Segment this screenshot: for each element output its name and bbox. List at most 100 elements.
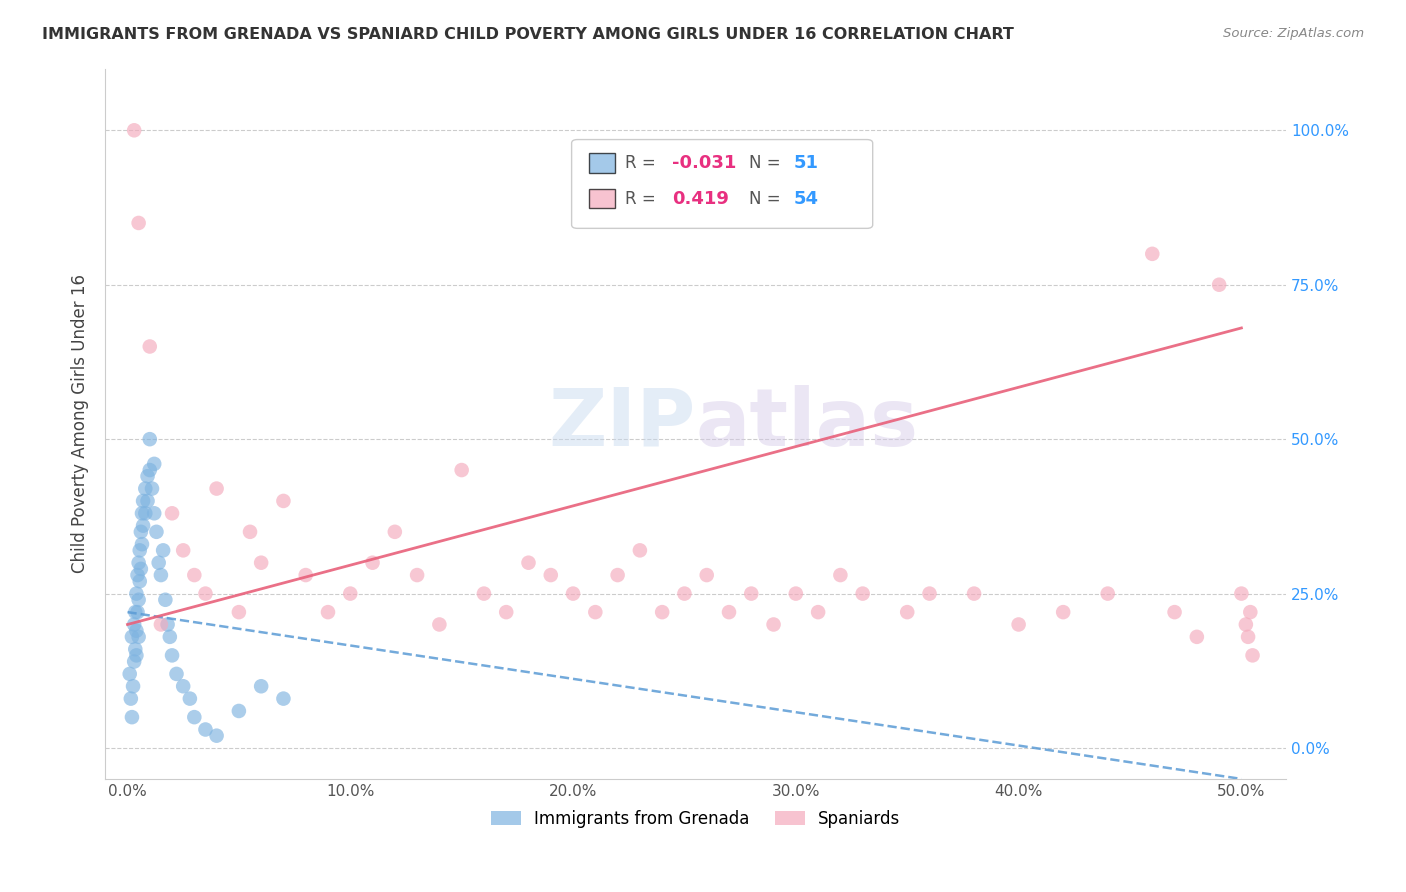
- Point: [139, 339, 162, 353]
- Point: [183, 568, 205, 582]
- Point: [128, 630, 150, 644]
- Point: [160, 648, 183, 663]
- Point: [1185, 630, 1208, 644]
- Point: [1234, 617, 1257, 632]
- Text: IMMIGRANTS FROM GRENADA VS SPANIARD CHILD POVERTY AMONG GIRLS UNDER 16 CORRELATI: IMMIGRANTS FROM GRENADA VS SPANIARD CHIL…: [42, 27, 1014, 42]
- Point: [429, 617, 451, 632]
- Point: [139, 432, 162, 446]
- Point: [127, 568, 149, 582]
- Text: Source: ZipAtlas.com: Source: ZipAtlas.com: [1223, 27, 1364, 40]
- Point: [122, 617, 145, 632]
- Point: [1230, 586, 1253, 600]
- Point: [273, 691, 295, 706]
- Text: N =: N =: [749, 154, 786, 172]
- Text: N =: N =: [749, 189, 786, 208]
- Point: [205, 482, 228, 496]
- Point: [124, 605, 146, 619]
- Point: [159, 630, 181, 644]
- Point: [540, 568, 562, 582]
- Point: [1007, 617, 1029, 632]
- Point: [228, 704, 250, 718]
- Point: [896, 605, 918, 619]
- Point: [852, 586, 875, 600]
- Point: [131, 506, 153, 520]
- Point: [517, 556, 540, 570]
- Text: R =: R =: [624, 154, 661, 172]
- Point: [128, 556, 150, 570]
- Point: [128, 574, 150, 589]
- Y-axis label: Child Poverty Among Girls Under 16: Child Poverty Among Girls Under 16: [72, 274, 89, 574]
- Point: [143, 506, 166, 520]
- Point: [1163, 605, 1185, 619]
- Point: [121, 630, 143, 644]
- Point: [145, 524, 167, 539]
- Point: [124, 642, 146, 657]
- Text: 51: 51: [793, 154, 818, 172]
- Point: [696, 568, 718, 582]
- Point: [166, 666, 188, 681]
- Point: [228, 605, 250, 619]
- Point: [134, 506, 156, 520]
- Point: [740, 586, 762, 600]
- Text: atlas: atlas: [696, 384, 918, 463]
- Point: [118, 666, 141, 681]
- Point: [1239, 605, 1261, 619]
- Point: [651, 605, 673, 619]
- Point: [179, 691, 201, 706]
- Text: R =: R =: [624, 189, 661, 208]
- Point: [294, 568, 316, 582]
- Point: [628, 543, 651, 558]
- Point: [149, 568, 172, 582]
- Point: [1097, 586, 1119, 600]
- Point: [129, 562, 152, 576]
- Point: [1237, 630, 1260, 644]
- Point: [194, 586, 217, 600]
- FancyBboxPatch shape: [572, 139, 873, 228]
- Point: [963, 586, 986, 600]
- Point: [132, 494, 155, 508]
- Point: [194, 723, 217, 737]
- Point: [807, 605, 830, 619]
- Point: [250, 679, 273, 693]
- Point: [132, 518, 155, 533]
- Point: [339, 586, 361, 600]
- Point: [125, 624, 148, 638]
- Point: [172, 679, 194, 693]
- Point: [127, 605, 149, 619]
- Point: [384, 524, 406, 539]
- Point: [141, 482, 163, 496]
- Point: [128, 543, 150, 558]
- Point: [125, 648, 148, 663]
- Point: [155, 592, 177, 607]
- Point: [122, 123, 145, 137]
- Point: [406, 568, 429, 582]
- Point: [136, 494, 159, 508]
- Point: [128, 216, 150, 230]
- Point: [918, 586, 941, 600]
- Point: [128, 592, 150, 607]
- Text: -0.031: -0.031: [672, 154, 737, 172]
- Point: [583, 605, 606, 619]
- Point: [129, 524, 152, 539]
- Point: [1241, 648, 1264, 663]
- Point: [717, 605, 740, 619]
- Point: [121, 710, 143, 724]
- Point: [143, 457, 166, 471]
- Point: [139, 463, 162, 477]
- Point: [239, 524, 262, 539]
- Text: ZIP: ZIP: [548, 384, 696, 463]
- FancyBboxPatch shape: [589, 188, 616, 209]
- Point: [562, 586, 585, 600]
- Point: [361, 556, 384, 570]
- Point: [316, 605, 339, 619]
- Point: [205, 729, 228, 743]
- Point: [134, 482, 156, 496]
- Point: [495, 605, 517, 619]
- Legend: Immigrants from Grenada, Spaniards: Immigrants from Grenada, Spaniards: [484, 803, 907, 835]
- Point: [183, 710, 205, 724]
- Point: [160, 506, 183, 520]
- Point: [673, 586, 696, 600]
- Point: [1142, 247, 1164, 261]
- Point: [149, 617, 172, 632]
- Point: [785, 586, 807, 600]
